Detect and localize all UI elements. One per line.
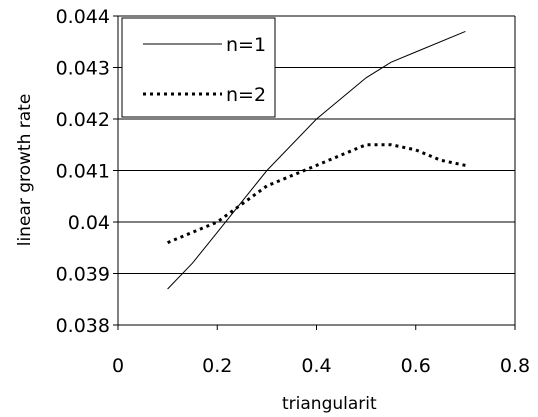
x-tick-label: 0.4 [301,355,331,377]
y-tick-label: 0.038 [56,315,110,337]
y-tick-label: 0.04 [68,212,110,234]
legend-label-n1: n=1 [226,34,266,56]
x-tick-label: 0.8 [500,355,530,377]
legend-label-n2: n=2 [226,84,266,106]
x-axis-title: triangularit [282,394,377,414]
y-axis-title: linear growth rate [15,94,35,247]
x-tick-label: 0 [112,355,124,377]
y-tick-label: 0.039 [56,264,110,286]
y-tick-label: 0.041 [56,161,110,183]
series-line-n1 [167,30,466,290]
y-tick-label: 0.043 [56,58,110,80]
series-line-n2 [167,143,466,244]
x-tick-label: 0.2 [202,355,232,377]
x-tick-label: 0.6 [401,355,431,377]
series-layer [167,30,466,290]
ticks-layer: 0.038 0.039 0.04 0.041 0.042 0.043 0.044 0 0.2 0.… [56,6,531,377]
y-tick-label: 0.042 [56,109,110,131]
legend-box [121,17,276,118]
y-tick-label: 0.044 [56,6,110,28]
legend: n=1 n=2 [121,17,276,118]
